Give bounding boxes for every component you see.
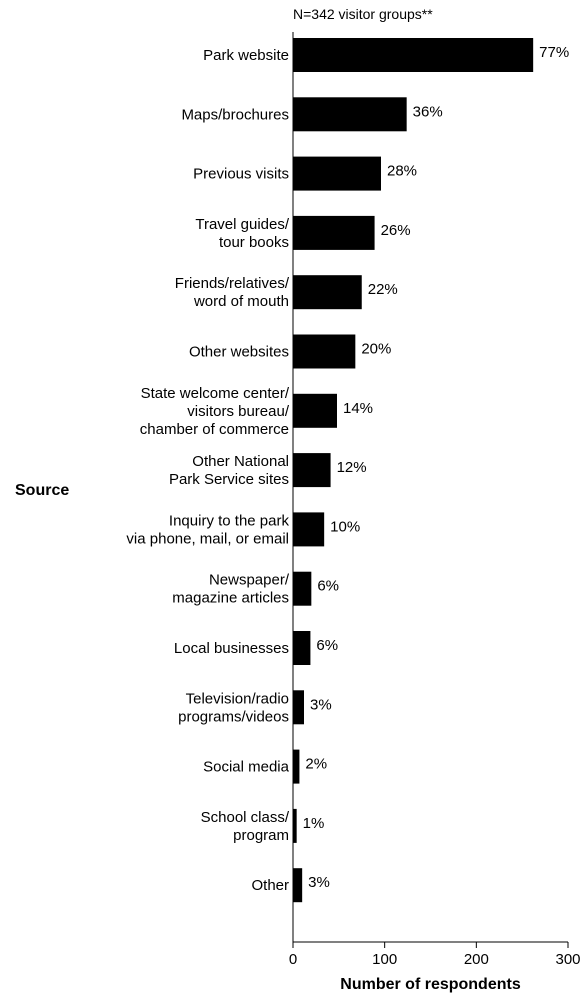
category-label: programs/videos <box>178 708 289 725</box>
bar <box>293 38 534 72</box>
x-axis-title: Number of respondents <box>340 976 521 993</box>
category-labels-group: Park website Maps/brochures Previous visit… <box>126 47 289 894</box>
value-label: 77% <box>539 44 569 61</box>
category-label: word of mouth <box>193 293 289 310</box>
x-tick-label: 0 <box>289 951 297 968</box>
value-label: 10% <box>330 518 360 535</box>
bar <box>293 156 381 191</box>
category-label: program <box>233 827 289 844</box>
category-label: School class/ <box>201 809 290 826</box>
value-label: 22% <box>368 281 398 298</box>
bar <box>293 571 312 606</box>
bars-group <box>293 38 534 903</box>
value-label: 20% <box>361 341 391 358</box>
value-label: 14% <box>343 400 373 417</box>
bar <box>293 97 407 132</box>
category-label: Travel guides/ <box>195 216 289 233</box>
bar <box>293 393 337 428</box>
category-label: Social media <box>203 759 290 776</box>
category-label: Previous visits <box>193 166 289 183</box>
value-label: 6% <box>317 578 339 595</box>
value-labels-group: 77% 36% 28% 26% 22% 20% 14% 12% 10% 6% 6% 3% 2% 1% 3% <box>303 44 570 891</box>
category-label: visitors bureau/ <box>187 403 290 420</box>
category-label: chamber of commerce <box>140 421 289 438</box>
bar <box>293 334 356 369</box>
category-label: Television/radio <box>186 690 289 707</box>
category-label: tour books <box>219 234 289 251</box>
value-label: 28% <box>387 163 417 180</box>
category-label: via phone, mail, or email <box>126 530 289 547</box>
value-label: 36% <box>413 103 443 120</box>
category-label: magazine articles <box>172 590 289 607</box>
category-label: Other National <box>192 453 289 470</box>
x-tick-label: 300 <box>555 951 580 968</box>
value-label: 3% <box>308 874 330 891</box>
bar <box>293 275 362 310</box>
category-label: Other websites <box>189 344 289 361</box>
x-tick-label: 200 <box>464 951 489 968</box>
x-tick-label: 100 <box>372 951 397 968</box>
category-label: Newspaper/ <box>209 572 290 589</box>
y-axis-title: Source <box>15 482 69 499</box>
category-label: Maps/brochures <box>181 106 289 123</box>
value-label: 3% <box>310 696 332 713</box>
bar <box>293 749 300 784</box>
category-label: Park website <box>203 47 289 64</box>
value-label: 26% <box>381 222 411 239</box>
bar <box>293 631 311 665</box>
x-ticks-group: 0 100 200 300 <box>289 942 581 968</box>
bar <box>293 868 303 903</box>
value-label: 2% <box>305 756 327 773</box>
sample-size-note: N=342 visitor groups** <box>293 6 433 22</box>
category-label: Park Service sites <box>169 471 289 488</box>
value-label: 12% <box>337 459 367 476</box>
value-label: 6% <box>316 637 338 654</box>
category-label: State welcome center/ <box>141 385 290 402</box>
category-label: Inquiry to the park <box>169 512 290 529</box>
bar <box>293 512 325 547</box>
bar <box>293 215 375 250</box>
category-label: Friends/relatives/ <box>175 275 290 292</box>
bar <box>293 453 331 488</box>
value-label: 1% <box>303 815 325 832</box>
category-label: Local businesses <box>174 640 289 657</box>
bar <box>293 690 304 725</box>
bar <box>293 808 297 843</box>
category-label: Other <box>251 877 289 894</box>
